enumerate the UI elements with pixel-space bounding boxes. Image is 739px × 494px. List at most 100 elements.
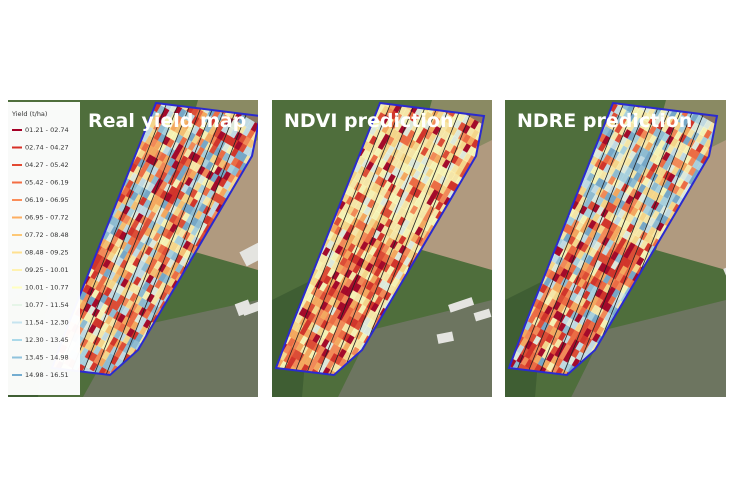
yield-cell	[401, 228, 412, 239]
yield-cell	[655, 221, 665, 232]
yield-cell	[430, 198, 440, 209]
yield-cell	[433, 172, 444, 183]
track-line	[81, 104, 191, 375]
track-line	[586, 104, 696, 375]
yield-cell	[100, 303, 110, 314]
yield-cell	[128, 273, 138, 284]
yield-cell	[626, 223, 636, 234]
yield-cell	[346, 334, 356, 345]
yield-cell	[317, 354, 327, 365]
yield-cell	[345, 296, 355, 307]
yield-cell	[638, 211, 648, 222]
track-line	[550, 104, 660, 375]
yield-cell	[314, 260, 324, 271]
yield-cell	[302, 290, 312, 301]
yield-cell	[150, 304, 160, 315]
yield-cell	[365, 160, 375, 171]
yield-cell	[145, 255, 155, 266]
yield-cell	[652, 127, 662, 138]
yield-cell	[450, 154, 460, 165]
yield-cell	[374, 165, 384, 176]
yield-cell	[687, 147, 697, 158]
yield-cell	[175, 143, 185, 154]
yield-cell	[586, 162, 596, 173]
yield-cell	[399, 162, 409, 173]
yield-cell	[193, 190, 203, 201]
yield-cell	[379, 187, 389, 198]
yield-cell	[209, 153, 219, 164]
yield-cell	[141, 290, 152, 301]
yield-cell	[582, 289, 592, 300]
yield-cell	[573, 275, 583, 286]
yield-cell	[598, 142, 608, 153]
yield-cell	[691, 149, 701, 160]
yield-cell	[555, 265, 565, 276]
yield-cell	[547, 260, 557, 271]
yield-cell	[550, 345, 560, 356]
yield-cell	[340, 284, 350, 295]
yield-cell	[93, 345, 103, 356]
yield-cell	[189, 197, 199, 208]
yield-cell	[303, 328, 313, 339]
yield-cell	[602, 153, 612, 165]
yield-cell	[187, 141, 197, 152]
yield-cell	[173, 216, 183, 227]
yield-cell	[291, 330, 301, 341]
yield-cell	[370, 302, 380, 313]
yield-cell	[217, 149, 227, 160]
yield-cell	[358, 193, 368, 204]
yield-cell	[119, 249, 129, 260]
yield-cell	[178, 107, 188, 119]
yield-cell	[605, 238, 615, 249]
yield-cell	[375, 184, 385, 195]
yield-cell	[403, 136, 413, 147]
yield-cell	[361, 297, 372, 308]
yield-cell	[678, 151, 689, 162]
yield-cell	[628, 150, 638, 161]
yield-cell	[385, 255, 396, 266]
track-line	[317, 104, 427, 375]
yield-cell	[172, 178, 182, 189]
yield-cell	[650, 200, 661, 211]
yield-cell	[371, 201, 381, 212]
yield-cell	[653, 155, 663, 166]
yield-cell	[95, 281, 105, 292]
yield-cell	[407, 129, 417, 140]
yield-cell	[141, 262, 151, 273]
yield-cell	[110, 244, 120, 255]
yield-cell	[322, 255, 332, 267]
yield-cell	[300, 354, 310, 365]
yield-cell	[410, 112, 420, 124]
yield-cell	[103, 286, 113, 297]
yield-cell	[328, 296, 338, 307]
yield-cell	[354, 191, 364, 202]
yield-cell	[190, 216, 200, 227]
yield-cell	[602, 144, 612, 155]
yield-cell	[600, 217, 610, 228]
legend-label: 05.42 - 06.19	[25, 179, 69, 187]
yield-cell	[639, 239, 649, 251]
yield-cell	[351, 226, 361, 237]
legend-label: 13.45 - 14.98	[25, 354, 69, 362]
yield-cell	[441, 158, 452, 169]
yield-cell	[626, 213, 636, 224]
yield-cell	[179, 136, 189, 147]
yield-cell	[559, 258, 569, 269]
yield-cell	[225, 126, 235, 137]
yield-cell	[87, 295, 97, 306]
yield-cell	[409, 195, 419, 206]
yield-cell	[225, 135, 235, 146]
yield-cell	[369, 144, 379, 155]
yield-cell	[246, 138, 256, 149]
yield-cell	[627, 121, 637, 132]
yield-cell	[291, 339, 301, 350]
yield-cell	[131, 219, 141, 230]
yield-cell	[445, 142, 455, 153]
yield-cell	[646, 197, 656, 208]
yield-cell	[163, 182, 173, 193]
yield-cell	[199, 111, 209, 122]
yield-cell	[380, 224, 390, 236]
yield-cell	[555, 255, 565, 267]
yield-cell	[336, 291, 346, 302]
yield-cell	[642, 204, 652, 215]
